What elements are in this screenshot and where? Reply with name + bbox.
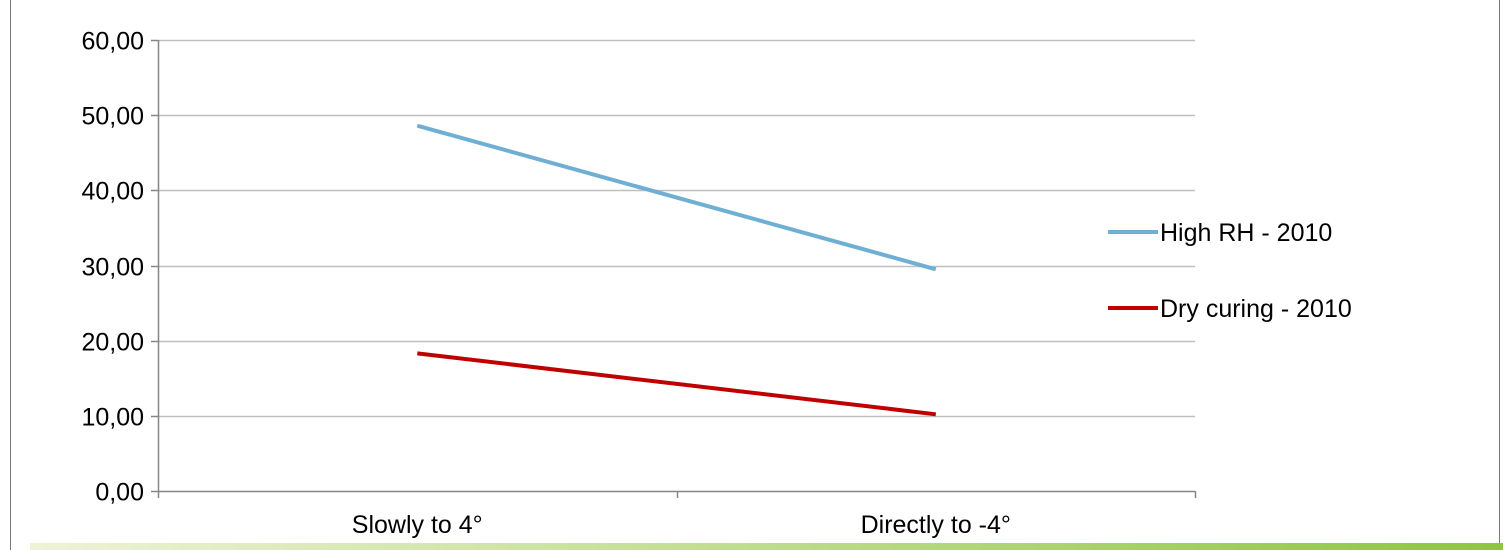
y-tick-label: 20,00 <box>81 329 144 357</box>
legend: High RH - 2010 Dry curing - 2010 <box>1108 219 1352 323</box>
legend-label: Dry curing - 2010 <box>1160 295 1352 323</box>
footer-gradient-bar <box>30 543 1503 550</box>
gridlines <box>158 39 1195 418</box>
y-tick-label: 60,00 <box>81 28 144 56</box>
legend-label: High RH - 2010 <box>1160 219 1332 247</box>
y-tick-label: 0,00 <box>95 479 144 507</box>
series-lines <box>416 123 937 417</box>
y-tick-label: 50,00 <box>81 103 144 131</box>
x-tick-label: Slowly to 4° <box>352 511 483 539</box>
series-line <box>416 123 937 272</box>
y-tick-label: 40,00 <box>81 178 144 206</box>
x-tick-label: Directly to -4° <box>861 511 1011 539</box>
x-axis-tick-labels: Slowly to 4° Directly to -4° <box>352 511 1011 539</box>
y-axis-tick-labels: 0,00 10,00 20,00 30,00 40,00 50,00 60,00 <box>81 28 144 507</box>
axes <box>151 39 1197 498</box>
y-tick-label: 30,00 <box>81 254 144 282</box>
y-tick-label: 10,00 <box>81 404 144 432</box>
series-line <box>417 351 937 417</box>
